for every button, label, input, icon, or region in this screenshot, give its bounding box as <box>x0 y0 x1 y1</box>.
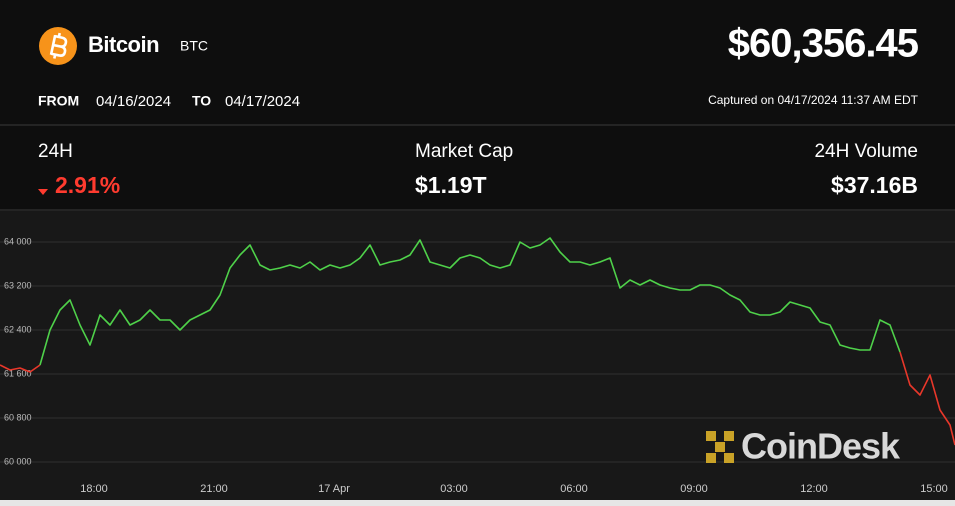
chart-bg <box>0 211 955 500</box>
from-date: 04/16/2024 <box>96 93 171 110</box>
plot: 64 000 63 200 62 400 61 600 60 800 60 000 18:0… <box>0 236 955 495</box>
coin-symbol: BTC <box>180 38 208 54</box>
x-tick-label: 09:00 <box>680 483 708 495</box>
header-bg <box>0 0 955 211</box>
x-tick-label: 15:00 <box>920 483 948 495</box>
x-tick-label: 18:00 <box>80 483 108 495</box>
price: $60,356.45 <box>728 22 919 66</box>
price-line <box>39 237 901 366</box>
coin-name: Bitcoin <box>88 32 159 57</box>
stat-value: $1.19T <box>415 172 487 198</box>
y-tick-label: 64 000 <box>4 236 32 246</box>
down-arrow <box>38 189 48 195</box>
to-label: TO <box>192 93 211 109</box>
stat-value: $37.16B <box>831 172 918 198</box>
x-tick-label: 12:00 <box>800 483 828 495</box>
x-tick-label: 06:00 <box>560 483 588 495</box>
from-label: FROM <box>38 93 79 109</box>
stat-label: 24H Volume <box>814 141 918 162</box>
y-tick-label: 62 400 <box>4 324 32 334</box>
bottom-strip <box>0 500 955 506</box>
x-tick-label: 21:00 <box>200 483 228 495</box>
stat-label: 24H <box>38 141 73 162</box>
captured: Captured on 04/17/2024 11:37 AM EDT <box>708 93 919 107</box>
to-date: 04/17/2024 <box>225 93 300 110</box>
price-line <box>0 351 955 446</box>
y-tick-label: 60 000 <box>4 456 32 466</box>
y-tick-label: 60 800 <box>4 412 32 422</box>
y-tick-label: 61 600 <box>4 368 32 378</box>
watermark-logo <box>706 431 734 463</box>
x-tick-label: 03:00 <box>440 483 468 495</box>
btc-logo <box>39 27 77 65</box>
watermark: CoinDesk <box>741 426 901 467</box>
y-tick-label: 63 200 <box>4 280 32 290</box>
x-tick-label: 17 Apr <box>318 483 350 495</box>
stat-label: Market Cap <box>415 141 513 162</box>
stat-value: 2.91% <box>55 172 120 198</box>
